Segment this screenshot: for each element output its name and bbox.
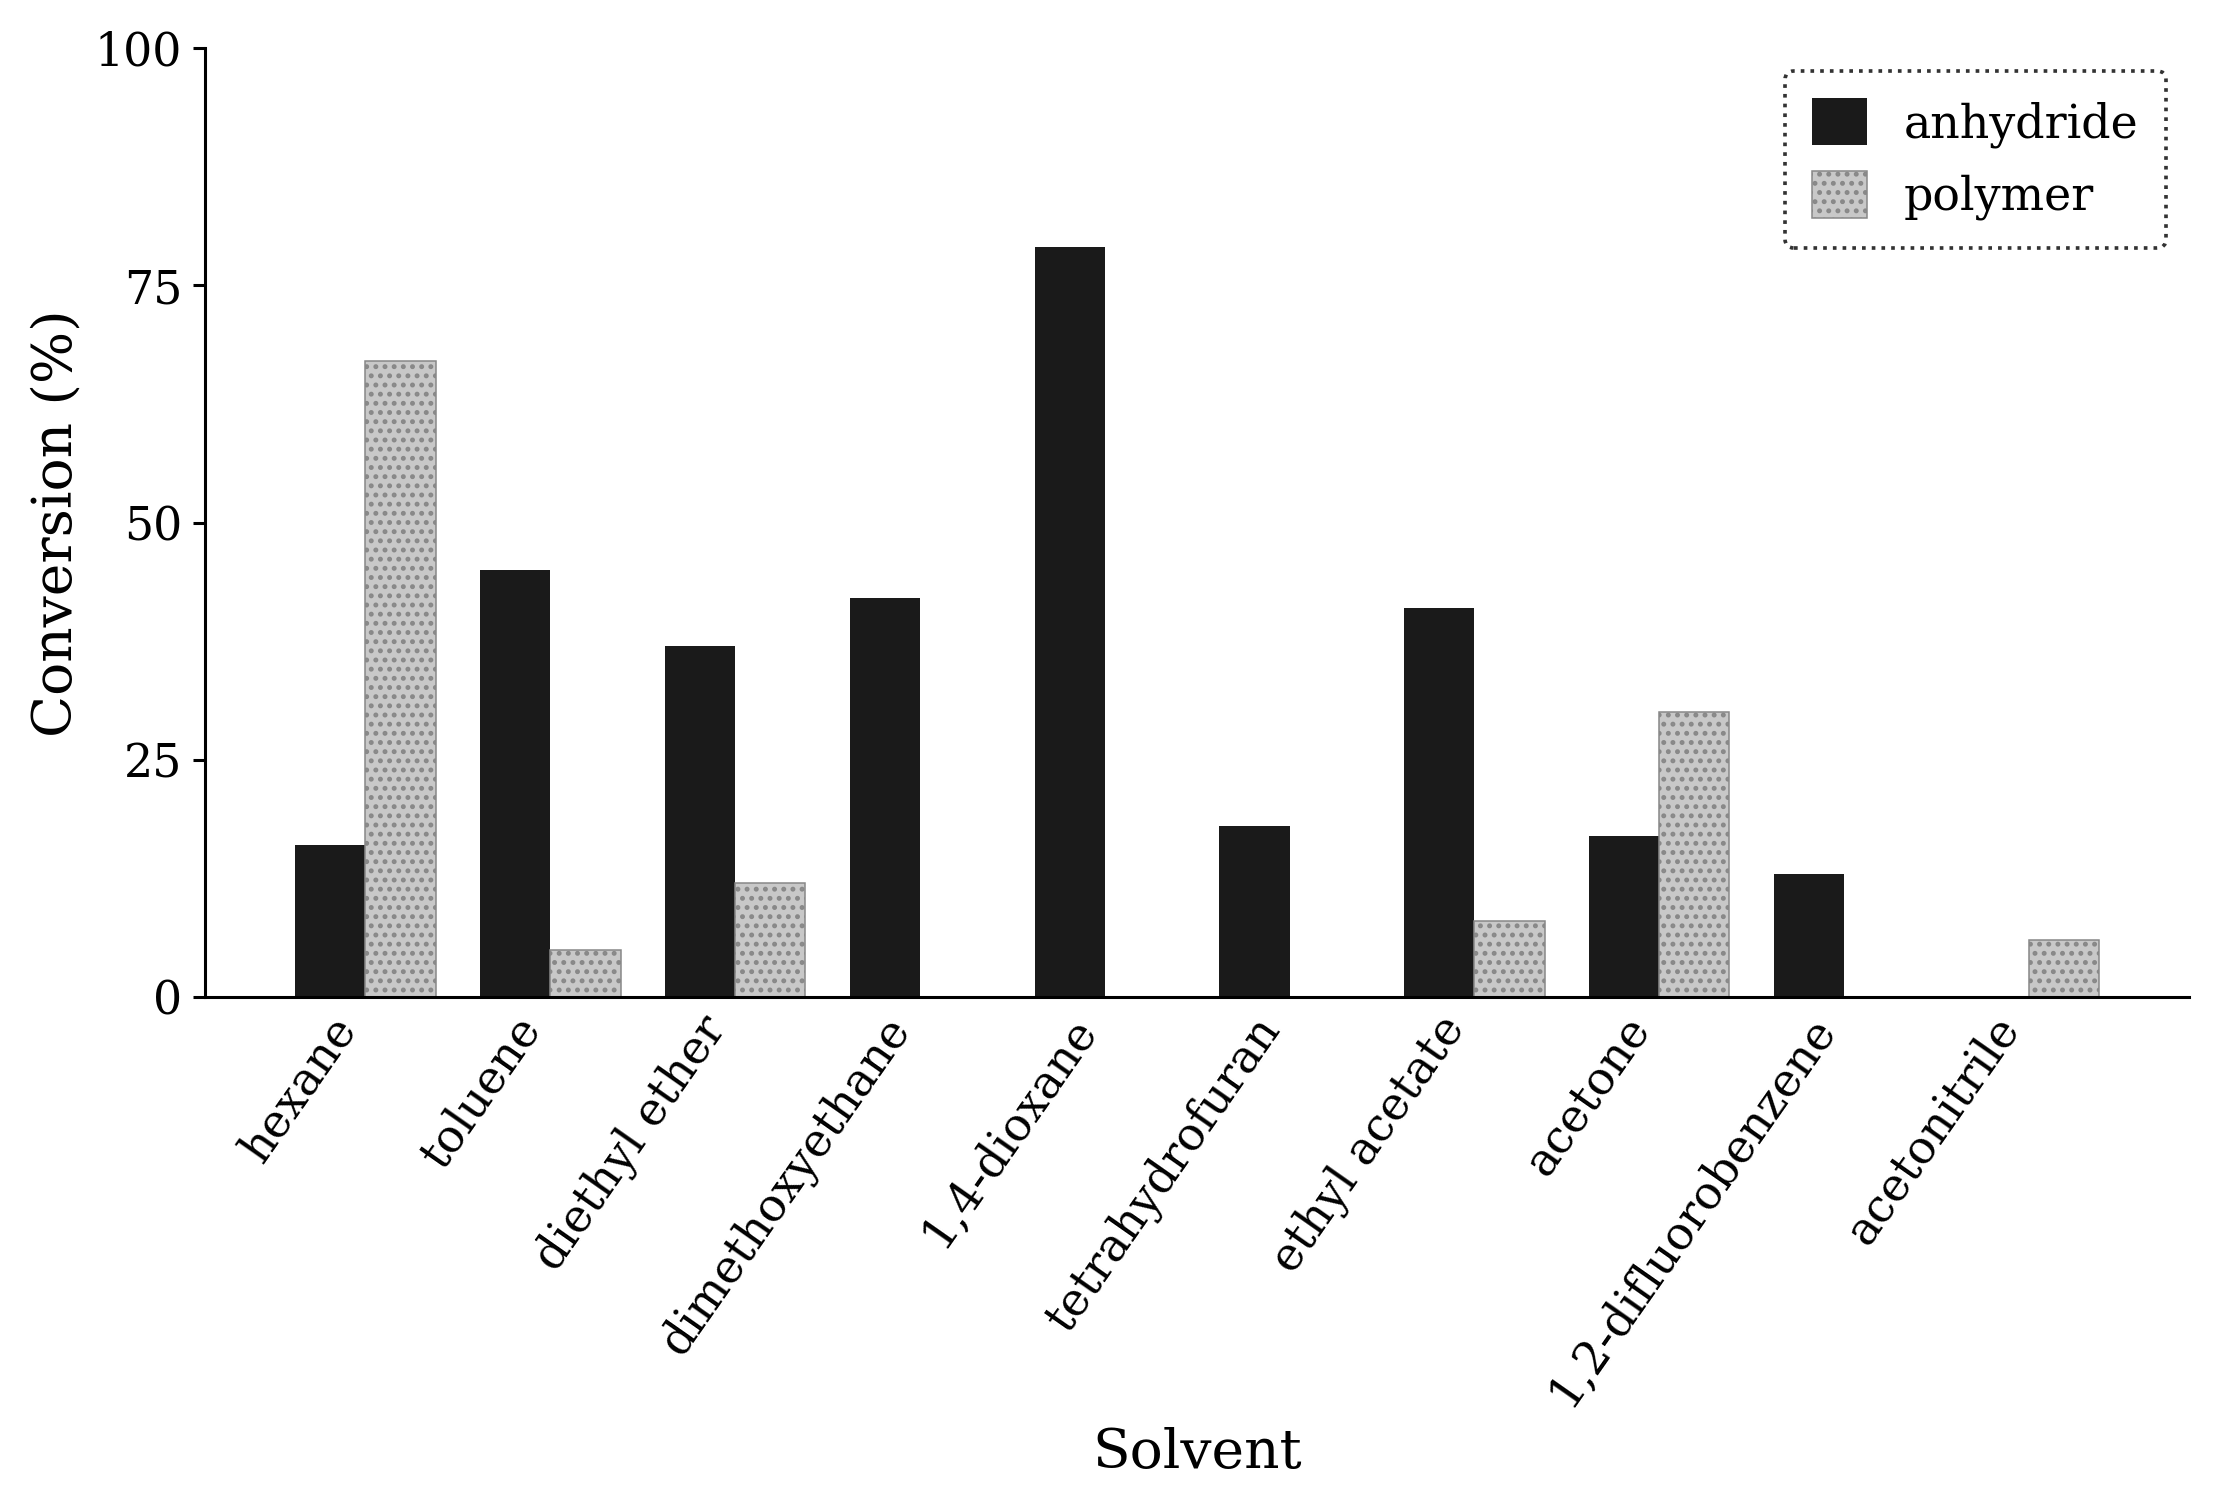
Bar	[2028, 940, 2099, 997]
Legend: anhydride, polymer: anhydride, polymer	[1784, 71, 2166, 247]
Bar	[1218, 827, 1289, 997]
Bar	[295, 845, 366, 997]
Bar	[1405, 608, 1473, 997]
X-axis label: Solvent: Solvent	[1092, 1426, 1303, 1479]
Bar	[1589, 836, 1658, 997]
Bar	[666, 646, 734, 997]
Bar	[366, 361, 435, 997]
Bar	[479, 570, 550, 997]
Bar	[1034, 247, 1105, 997]
Y-axis label: Conversion (%): Conversion (%)	[31, 309, 82, 736]
Bar	[1773, 874, 1844, 997]
Bar	[734, 883, 805, 997]
Bar	[550, 949, 621, 997]
Bar	[1473, 920, 1544, 997]
Bar	[1658, 712, 1729, 997]
Bar	[850, 599, 919, 997]
